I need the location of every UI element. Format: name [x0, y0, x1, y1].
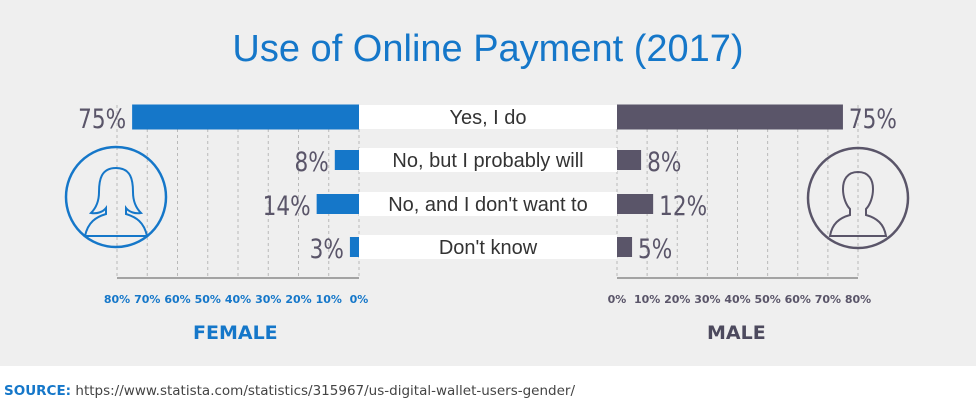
- female-tick-label: 30%: [255, 293, 281, 306]
- female-value-label: 14%: [263, 190, 311, 222]
- source-line: SOURCE: https://www.statista.com/statist…: [4, 383, 575, 399]
- female-tick-label: 40%: [225, 293, 251, 306]
- female-tick-label: 80%: [104, 293, 130, 306]
- male-value-label: 12%: [659, 190, 707, 222]
- male-tick-label: 80%: [845, 293, 871, 306]
- male-value-label: 5%: [638, 233, 672, 265]
- female-value-label: 3%: [310, 233, 344, 265]
- female-tick-label: 70%: [134, 293, 160, 306]
- category-label: Yes, I do: [449, 107, 526, 129]
- female-tick-label: 0%: [350, 293, 369, 306]
- female-avatar-icon: [64, 145, 168, 249]
- male-tick-label: 20%: [664, 293, 690, 306]
- male-value-label: 75%: [849, 103, 897, 135]
- male-bar: [617, 237, 633, 257]
- category-label: No, but I probably will: [392, 150, 583, 172]
- category-box: [359, 105, 617, 129]
- female-tick-label: 50%: [195, 293, 221, 306]
- male-tick-label: 50%: [754, 293, 780, 306]
- female-tick-label: 20%: [285, 293, 311, 306]
- female-value-label: 8%: [295, 146, 329, 178]
- female-tick-label: 10%: [316, 293, 342, 306]
- female-bar: [132, 104, 359, 130]
- female-value-label: 75%: [78, 103, 126, 135]
- category-label: Don't know: [439, 237, 538, 259]
- male-tick-label: 0%: [608, 293, 627, 306]
- female-label: FEMALE: [193, 322, 278, 344]
- male-tick-label: 70%: [815, 293, 841, 306]
- female-bar: [316, 194, 359, 214]
- male-tick-label: 30%: [694, 293, 720, 306]
- male-bar: [617, 194, 654, 214]
- source-label: SOURCE:: [4, 383, 72, 399]
- chart-panel: [0, 0, 976, 366]
- male-bar: [617, 150, 642, 170]
- male-avatar-icon: [806, 146, 910, 250]
- male-label: MALE: [707, 322, 766, 344]
- male-tick-label: 60%: [785, 293, 811, 306]
- category-label: No, and I don't want to: [388, 194, 588, 216]
- category-box: [359, 235, 617, 259]
- butterfly-chart: 80% 0% 70% 10% 60% 20% 50% 30% 40% 40% 30% 50% 20% 60…: [64, 103, 910, 306]
- source-link[interactable]: https://www.statista.com/statistics/3159…: [75, 383, 576, 399]
- male-tick-label: 10%: [634, 293, 660, 306]
- female-tick-label: 60%: [164, 293, 190, 306]
- male-bar: [617, 104, 843, 130]
- female-bar: [349, 237, 359, 257]
- male-tick-label: 40%: [724, 293, 750, 306]
- category-box: [359, 148, 617, 172]
- female-bar: [334, 150, 359, 170]
- category-box: [359, 192, 617, 216]
- male-value-label: 8%: [647, 146, 681, 178]
- chart-title: Use of Online Payment (2017): [232, 28, 744, 70]
